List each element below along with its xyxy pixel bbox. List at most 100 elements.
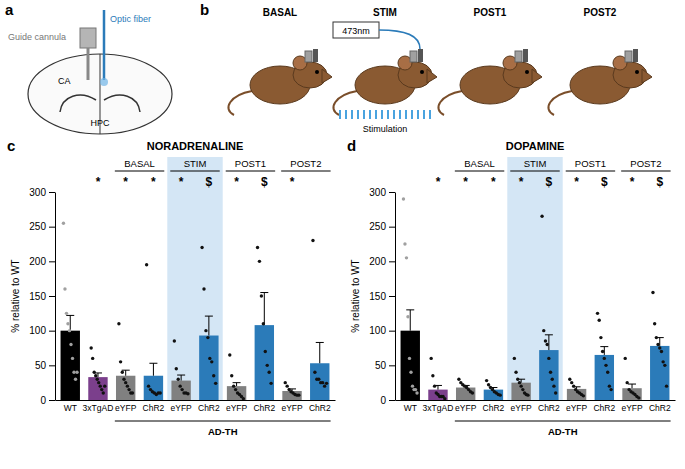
bar	[650, 346, 669, 400]
data-point	[71, 357, 74, 360]
panel-a: aGuide cannulaOptic fiberCAHPC	[5, 1, 172, 134]
data-point	[519, 384, 522, 387]
data-point	[321, 381, 324, 384]
data-point	[242, 397, 245, 400]
x-tick-label: ChR2	[253, 403, 275, 413]
data-point	[208, 357, 211, 360]
group-line	[170, 171, 219, 172]
x-tick-label: ChR2	[198, 403, 220, 413]
significance: *	[123, 175, 128, 189]
y-tick-mark	[389, 296, 395, 297]
implant-cannula	[625, 51, 632, 62]
data-point	[661, 360, 664, 363]
data-point	[159, 391, 162, 394]
stage-label: POST2	[584, 7, 617, 18]
bar	[88, 377, 107, 400]
y-tick-mark	[49, 365, 55, 366]
stim-pulse	[423, 110, 425, 119]
data-point	[408, 357, 411, 360]
bracket-line	[115, 421, 331, 422]
panel-letter: b	[200, 1, 209, 18]
data-point	[544, 339, 547, 342]
panel-letter: c	[7, 137, 15, 154]
data-point	[62, 222, 65, 225]
bar	[310, 363, 329, 400]
x-tick: eYFP	[226, 403, 248, 413]
stim-pulse	[345, 110, 347, 119]
data-point	[204, 329, 207, 332]
y-tick: 100	[29, 325, 55, 336]
bar	[567, 389, 586, 400]
chart: 050100150200250300WT3xTgADeYFPChR2eYFPCh…	[347, 137, 676, 437]
data-point	[210, 360, 213, 363]
data-point	[604, 364, 607, 367]
x-tick: eYFP	[511, 403, 533, 413]
data-point	[514, 371, 517, 374]
data-point	[601, 350, 604, 353]
stim-pulse	[429, 110, 431, 119]
mouse-eye	[525, 70, 529, 74]
y-tick: 250	[369, 221, 395, 232]
data-point	[516, 378, 519, 381]
error-stem	[410, 310, 411, 331]
plot-area	[61, 222, 330, 401]
data-point	[572, 384, 575, 387]
x-tick: eYFP	[566, 403, 588, 413]
bar	[282, 391, 301, 400]
data-point	[660, 350, 663, 353]
data-point	[122, 378, 125, 381]
mouse-nose	[427, 69, 437, 83]
data-point	[119, 360, 122, 363]
data-point	[658, 346, 661, 349]
data-point	[663, 364, 666, 367]
y-tick: 300	[369, 187, 395, 198]
data-point	[75, 371, 78, 374]
error-bar	[628, 384, 636, 388]
data-point	[582, 394, 585, 397]
mouse-stage: STIM473nmStimulation	[333, 7, 437, 134]
mouse-nose	[322, 69, 332, 83]
data-point	[568, 378, 571, 381]
error-stem	[208, 316, 209, 335]
data-point	[313, 371, 316, 374]
bar	[456, 388, 475, 400]
y-tick-mark	[49, 227, 55, 228]
data-point	[637, 396, 640, 399]
data-point	[232, 384, 235, 387]
data-point	[415, 391, 418, 394]
y-axis: 050100150200250300	[29, 187, 55, 406]
error-cap	[149, 363, 157, 364]
y-tick: 200	[29, 256, 55, 267]
cannula-tube	[87, 48, 90, 80]
mouse-tail	[228, 91, 252, 115]
error-cap	[545, 334, 553, 335]
x-tick-label: 3xTgAD	[83, 403, 114, 413]
bar	[622, 388, 641, 400]
x-tick-label: 3xTgAD	[423, 403, 454, 413]
error-cap	[316, 342, 324, 343]
hippocampus-right	[104, 95, 140, 112]
data-point	[554, 391, 557, 394]
bar	[171, 381, 190, 400]
group-line	[226, 171, 275, 172]
panel-b: bBASALSTIM473nmStimulationPOST1POST2	[200, 1, 652, 134]
stim-pulse	[363, 110, 365, 119]
data-point	[264, 350, 267, 353]
data-point	[411, 384, 414, 387]
implant-cannula	[515, 51, 522, 62]
bar	[255, 325, 274, 400]
data-point	[258, 260, 261, 263]
stim-pulse	[393, 110, 395, 119]
x-tick: eYFP	[281, 403, 303, 413]
data-point	[284, 381, 287, 384]
significance: *	[234, 175, 239, 189]
error-stem	[236, 383, 237, 386]
group-label: STIM	[524, 158, 547, 169]
data-point	[651, 291, 654, 294]
x-tick-label: ChR2	[483, 403, 505, 413]
data-point	[402, 197, 405, 200]
stage-label: POST1	[474, 7, 507, 18]
data-point	[256, 246, 259, 249]
x-tick-label: eYFP	[171, 403, 193, 413]
error-stem	[70, 315, 71, 330]
